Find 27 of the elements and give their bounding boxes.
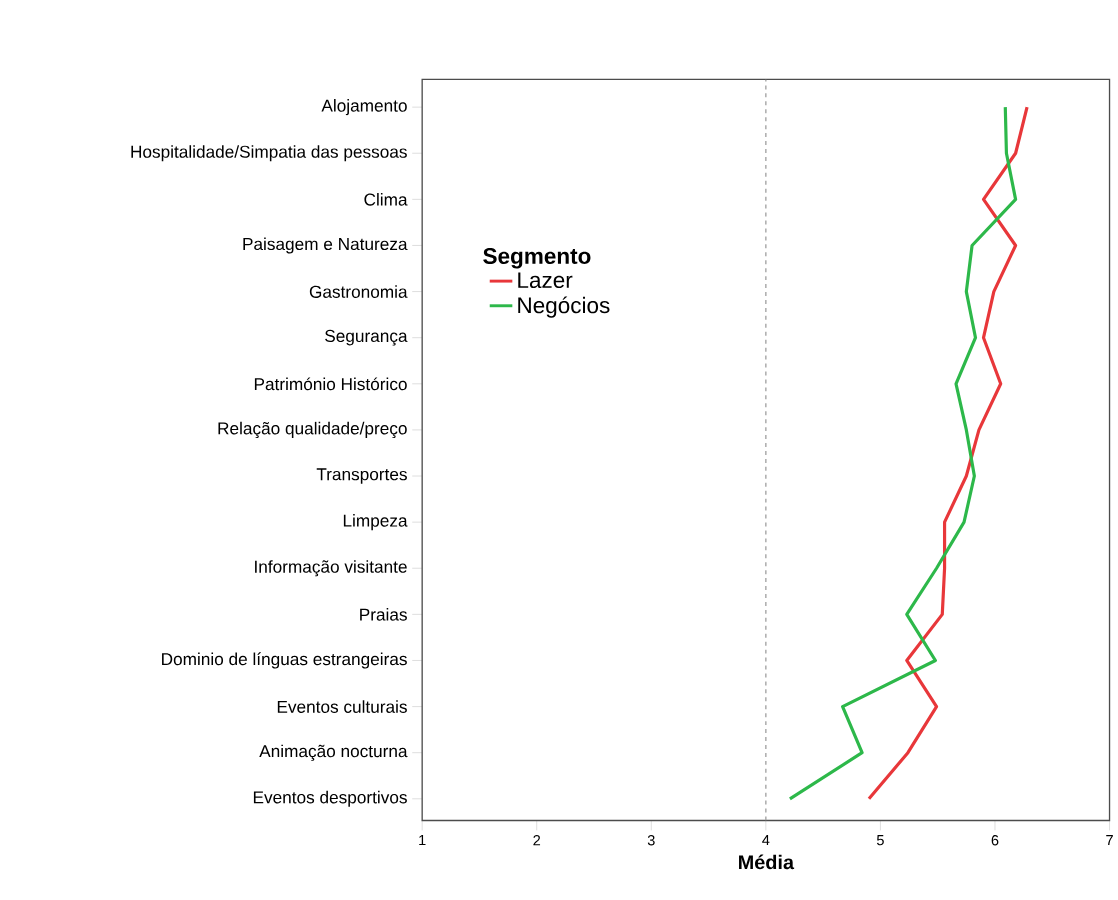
y-tick-label: Hospitalidade/Simpatia das pessoas: [131, 145, 407, 162]
y-tick-label: Gastronomia: [309, 285, 408, 298]
x-tick-label: 5: [876, 835, 884, 846]
y-tick-label: Animação nocturna: [259, 744, 408, 761]
y-tick-label: Transportes: [316, 468, 407, 484]
x-tick-label: 2: [533, 835, 541, 846]
y-tick-label: Clima: [364, 193, 408, 206]
y-tick-label: Relação qualidade/preço: [218, 421, 407, 439]
legend-label: Negócios: [518, 296, 610, 318]
legend-label: Lazer: [518, 272, 573, 289]
y-tick-label: Dominio de línguas estrangeiras: [162, 652, 407, 669]
x-tick-label: 3: [647, 835, 655, 846]
y-tick-label: Património Histórico: [254, 377, 407, 391]
y-tick-label: Paisagem e Natureza: [243, 237, 408, 254]
x-axis-title: Média: [739, 854, 795, 870]
y-tick-label: Eventos desportivos: [253, 790, 407, 807]
x-tick-label: 6: [991, 835, 999, 846]
x-tick-label: 1: [419, 835, 426, 846]
x-tick-label: 7: [1106, 835, 1113, 846]
y-tick-label: Limpeza: [343, 514, 408, 531]
y-tick-label: Praias: [360, 608, 407, 621]
y-tick-label: Informação visitante: [255, 560, 407, 577]
y-tick-label: Segurança: [325, 329, 408, 346]
x-tick-label: 4: [762, 835, 770, 846]
y-tick-label: Eventos culturais: [277, 700, 407, 713]
legend-title: Segmento: [483, 248, 591, 269]
y-tick-label: Alojamento: [321, 99, 407, 116]
